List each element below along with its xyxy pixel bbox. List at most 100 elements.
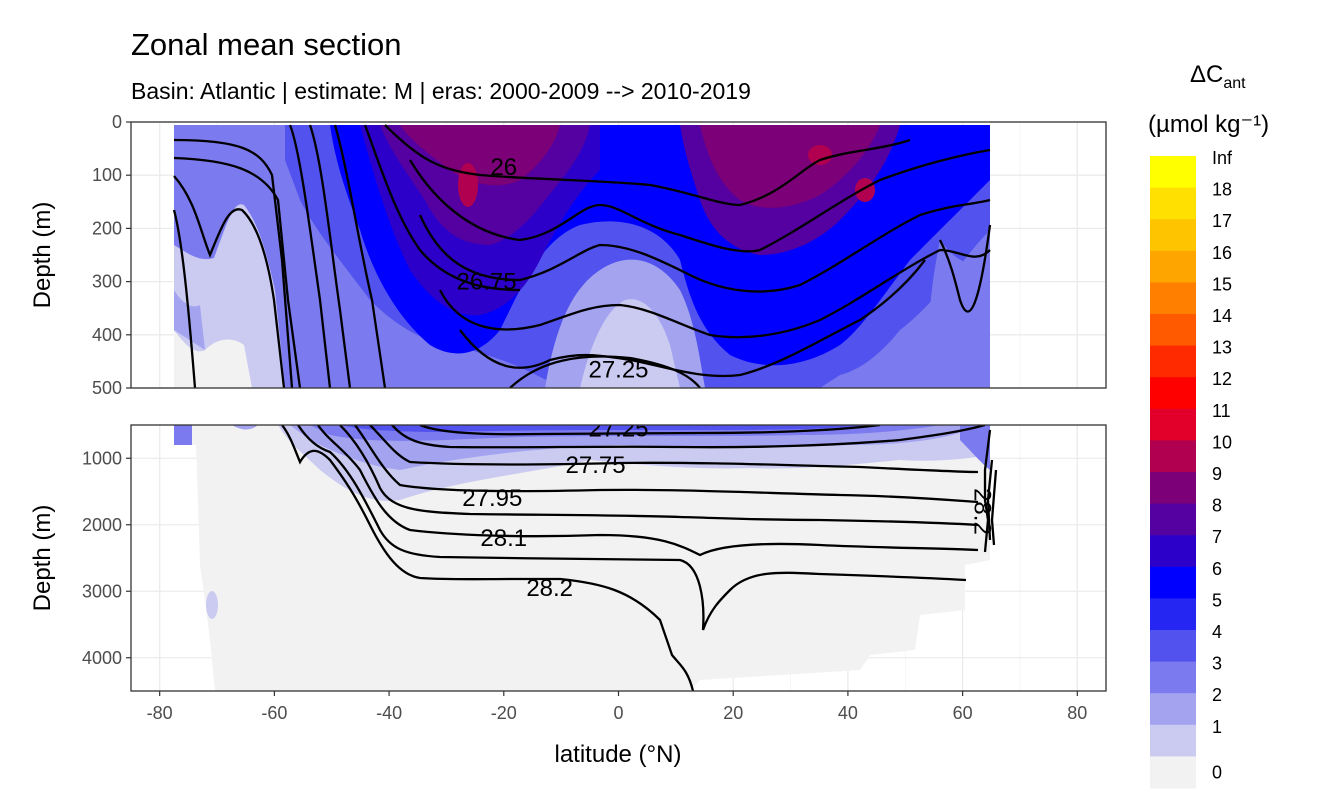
legend-swatch bbox=[1150, 345, 1196, 378]
legend-label: 3 bbox=[1212, 654, 1222, 674]
legend-label: 12 bbox=[1212, 369, 1232, 389]
legend-swatch bbox=[1150, 535, 1196, 568]
chart-subtitle: Basin: Atlantic | estimate: M | eras: 20… bbox=[131, 78, 751, 104]
x-tick-label: 60 bbox=[953, 703, 973, 723]
x-axis-title: latitude (°N) bbox=[555, 741, 682, 768]
legend-title: ΔCant bbox=[1190, 61, 1246, 92]
legend-label: 10 bbox=[1212, 432, 1232, 452]
legend-swatch bbox=[1150, 503, 1196, 536]
contour-line-26 bbox=[384, 124, 911, 207]
section-fill-level-10c bbox=[855, 178, 875, 202]
deep-fill-north-edge bbox=[960, 425, 990, 470]
contour-line bbox=[173, 175, 286, 388]
contour-line bbox=[172, 209, 197, 388]
legend-swatch bbox=[1150, 187, 1196, 220]
legend-unit: (µmol kg⁻¹) bbox=[1148, 111, 1269, 138]
x-tick-label: 20 bbox=[723, 703, 743, 723]
legend-label: 16 bbox=[1212, 243, 1232, 263]
contour-line bbox=[983, 429, 992, 553]
legend-swatch bbox=[1150, 756, 1196, 789]
contour-label: 27.75 bbox=[566, 452, 626, 479]
legend-label: 13 bbox=[1212, 338, 1232, 358]
x-tick-label: -20 bbox=[491, 703, 517, 723]
legend: ΔCant (µmol kg⁻¹) Inf1817161514131211109… bbox=[1148, 61, 1269, 789]
deep-fill-level-4 bbox=[340, 425, 880, 432]
legend-swatch bbox=[1150, 440, 1196, 473]
lower-panel-y-axis: 1000 2000 3000 4000 bbox=[82, 448, 131, 668]
contour-label: 26 bbox=[490, 154, 517, 181]
lower-panel-contour-labels: 27.25 27.75 27.95 28.1 28.2 28.2 bbox=[462, 425, 996, 602]
y-tick-label: 100 bbox=[92, 165, 122, 185]
lower-y-axis-title: Depth (m) bbox=[29, 505, 56, 612]
contour-label: 27.95 bbox=[462, 485, 522, 512]
y-tick-label: 200 bbox=[92, 218, 122, 238]
legend-swatch bbox=[1150, 472, 1196, 505]
section-fill-level-3b bbox=[928, 240, 990, 388]
contour-line bbox=[363, 124, 521, 292]
legend-swatch bbox=[1150, 250, 1196, 283]
upper-panel-border bbox=[130, 121, 1107, 389]
contour-line bbox=[339, 425, 979, 527]
contour-line bbox=[308, 124, 352, 388]
legend-label: Inf bbox=[1212, 148, 1233, 168]
y-tick-label: 500 bbox=[92, 378, 122, 398]
upper-panel: 26 26.75 27.25 0 100 200 300 400 500 Depth (m) bbox=[29, 112, 1107, 398]
y-tick-label: 300 bbox=[92, 272, 122, 292]
legend-swatch bbox=[1150, 219, 1196, 252]
legend-swatch bbox=[1150, 724, 1196, 757]
x-tick-label: -80 bbox=[147, 703, 173, 723]
contour-line-27-25 bbox=[509, 355, 701, 388]
contour-line-28-2 bbox=[281, 425, 695, 691]
x-tick-label: 80 bbox=[1067, 703, 1087, 723]
legend-swatch bbox=[1150, 566, 1196, 599]
x-tick-label: -60 bbox=[261, 703, 287, 723]
section-fill-level-10a bbox=[458, 163, 478, 207]
legend-label: 4 bbox=[1212, 622, 1222, 642]
legend-label: 7 bbox=[1212, 527, 1222, 547]
deep-fill-spot bbox=[206, 591, 218, 619]
y-tick-label: 1000 bbox=[82, 448, 122, 468]
legend-swatch bbox=[1150, 314, 1196, 347]
legend-label: 2 bbox=[1212, 685, 1222, 705]
x-axis: -80 -60 -40 -20 0 20 40 60 80 bbox=[147, 691, 1087, 723]
contour-line bbox=[990, 469, 998, 546]
contour-line bbox=[438, 248, 991, 339]
y-tick-label: 400 bbox=[92, 325, 122, 345]
legend-swatch bbox=[1150, 408, 1196, 441]
deep-fill-patch bbox=[232, 425, 258, 430]
legend-label: 15 bbox=[1212, 274, 1232, 294]
contour-line bbox=[986, 459, 994, 541]
legend-swatch bbox=[1150, 661, 1196, 694]
legend-swatch bbox=[1150, 156, 1196, 189]
section-fill-level-9 bbox=[400, 125, 560, 186]
legend-label: 14 bbox=[1212, 306, 1232, 326]
y-tick-label: 3000 bbox=[82, 581, 122, 601]
legend-label: 0 bbox=[1212, 762, 1222, 782]
section-fill-level-9b bbox=[700, 125, 880, 208]
contour-line bbox=[173, 156, 302, 388]
contour-line bbox=[288, 124, 332, 388]
contour-label: 27.25 bbox=[588, 356, 648, 383]
contour-line bbox=[333, 124, 387, 388]
deep-fill-south-edge bbox=[174, 425, 192, 445]
chart-title: Zonal mean section bbox=[131, 27, 402, 62]
x-tick-label: 0 bbox=[613, 703, 623, 723]
legend-label: 11 bbox=[1212, 401, 1231, 421]
contour-line-27-95 bbox=[354, 425, 979, 504]
x-tick-label: -40 bbox=[376, 703, 402, 723]
legend-swatch bbox=[1150, 693, 1196, 726]
contour-label: 28.2 bbox=[526, 575, 573, 602]
lower-panel-contours bbox=[281, 425, 998, 691]
legend-label: 8 bbox=[1212, 496, 1222, 516]
contour-line bbox=[459, 259, 926, 378]
upper-panel-fill bbox=[174, 125, 990, 388]
contour-line-26-75 bbox=[418, 198, 991, 293]
legend-label: 5 bbox=[1212, 590, 1222, 610]
legend-swatch bbox=[1150, 630, 1196, 663]
legend-label: 6 bbox=[1212, 559, 1222, 579]
contour-label: 28.2 bbox=[969, 488, 996, 535]
legend-swatch bbox=[1150, 598, 1196, 631]
contour-line bbox=[419, 425, 881, 436]
